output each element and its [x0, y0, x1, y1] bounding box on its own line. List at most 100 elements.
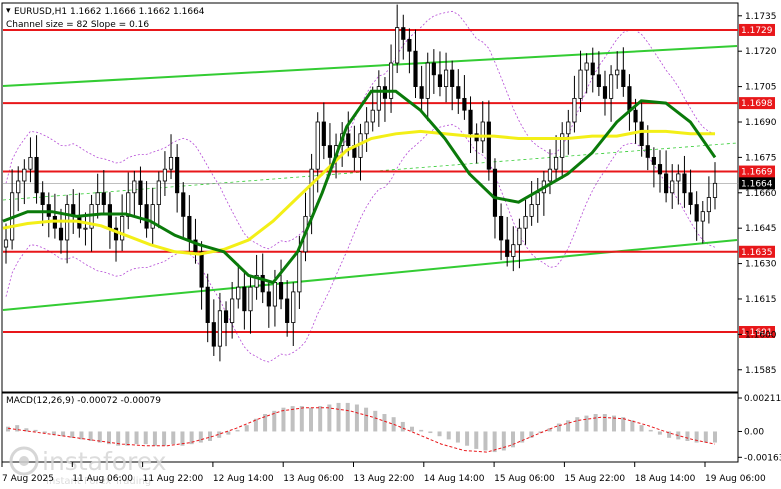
- level-price-tag: [739, 245, 775, 258]
- macd-histogram-bar: [125, 431, 130, 446]
- candle-body: [181, 192, 186, 217]
- candle-body: [682, 173, 687, 194]
- candle-body: [560, 133, 565, 158]
- price-tick-label: 1.1630: [745, 260, 777, 270]
- macd-histogram-bar: [70, 431, 75, 438]
- macd-histogram-bar: [538, 431, 543, 434]
- macd-histogram-bar: [61, 431, 66, 437]
- candle-body: [486, 121, 491, 170]
- candle-body: [376, 86, 381, 111]
- candle-body: [278, 282, 284, 300]
- level-price-tag: [739, 97, 775, 110]
- candle-body: [370, 109, 375, 123]
- candle-body: [468, 109, 473, 135]
- macd-histogram-bar: [391, 417, 396, 432]
- logo-core-icon: [19, 456, 29, 466]
- macd-histogram-bar: [529, 431, 534, 438]
- candle-body: [327, 145, 333, 158]
- candle-body: [688, 192, 693, 205]
- macd-histogram-bar: [354, 404, 359, 432]
- candle-body: [107, 204, 112, 229]
- instaforex-logo: instaforex Instant Forex Trading: [9, 446, 167, 487]
- price-tick-label: 1.1705: [745, 83, 777, 93]
- candle-body: [223, 310, 229, 323]
- candle-body: [535, 192, 540, 205]
- bollinger-lower-band: [5, 124, 716, 363]
- watermark-tagline: Instant Forex Trading: [46, 476, 151, 487]
- macd-histogram-bar: [566, 420, 571, 432]
- candle-body: [706, 197, 711, 213]
- macd-histogram-bar: [299, 406, 304, 432]
- macd-histogram-bar: [79, 431, 84, 440]
- candle-body: [58, 227, 64, 241]
- macd-histogram-bar: [88, 431, 93, 441]
- macd-histogram-bar: [474, 431, 479, 449]
- macd-histogram-bar: [309, 407, 313, 432]
- price-tick-label: 1.1690: [745, 118, 777, 128]
- macd-histogram-bar: [657, 431, 662, 435]
- macd-histogram-bar: [24, 428, 29, 432]
- macd-histogram-bar: [198, 431, 203, 443]
- candle-body: [193, 239, 198, 253]
- macd-histogram-bar: [556, 423, 561, 432]
- candle-body: [364, 121, 369, 135]
- current-price-tag: [739, 177, 775, 190]
- macd-tick-label: 0.00211: [744, 394, 781, 404]
- candle-body: [694, 204, 699, 222]
- candle-body: [248, 286, 253, 312]
- candle-body: [456, 86, 461, 99]
- macd-histogram-bar: [272, 410, 277, 432]
- candle-body: [651, 156, 656, 165]
- candle-body: [523, 215, 528, 229]
- macd-histogram-bar: [217, 431, 222, 438]
- macd-histogram-bar: [189, 431, 194, 445]
- channel-info-text: Channel size = 82 Slope = 0.16: [6, 20, 149, 30]
- candle-body: [529, 204, 534, 217]
- candle-body: [609, 74, 614, 99]
- level-price-label: 1.1635: [741, 248, 773, 258]
- candle-body: [150, 204, 155, 229]
- candle-body: [138, 180, 143, 205]
- macd-histogram-bar: [501, 431, 506, 451]
- candle-body: [462, 97, 467, 111]
- channel-upper-line[interactable]: [2, 45, 738, 87]
- candle-body: [566, 121, 571, 135]
- candle-body: [615, 69, 620, 76]
- candle-body: [309, 168, 314, 217]
- candle-body: [40, 192, 45, 205]
- candle-body: [83, 227, 88, 230]
- candle-body: [254, 274, 259, 288]
- candle-body: [156, 180, 161, 205]
- watermark-brand: instaforex: [42, 447, 167, 476]
- time-tick-label: 19 Aug 06:00: [705, 474, 766, 484]
- macd-histogram-bar: [703, 431, 708, 443]
- price-tick-label: 1.1615: [745, 295, 777, 305]
- logo-ring-icon: [9, 446, 39, 476]
- macd-histogram-bar: [667, 431, 672, 438]
- candle-body: [664, 173, 669, 194]
- candle-body: [437, 74, 443, 87]
- price-pane-frame: [1, 2, 739, 393]
- macd-histogram-bar: [584, 415, 589, 432]
- macd-histogram-bar: [648, 429, 653, 432]
- candle-body: [28, 156, 33, 170]
- level-price-tag: [739, 326, 775, 339]
- macd-histogram-bar: [318, 406, 323, 432]
- level-price-label: 1.1601: [741, 328, 773, 338]
- candle-body: [676, 173, 681, 182]
- candle-body: [113, 227, 119, 241]
- candle-body: [645, 145, 650, 158]
- ma-slow-line: [2, 129, 715, 256]
- candle-body: [205, 286, 210, 323]
- candle-body: [578, 69, 583, 99]
- candle-body: [95, 192, 100, 205]
- candle-body: [321, 121, 326, 146]
- candle-body: [162, 168, 167, 182]
- macd-histogram-bar: [465, 431, 470, 446]
- candle-body: [199, 251, 204, 288]
- candle-body: [101, 192, 106, 205]
- window-menu-arrow[interactable]: ▾: [6, 6, 11, 16]
- time-tick-label: 11 Aug 22:00: [143, 474, 204, 484]
- macd-histogram-bar: [593, 414, 598, 432]
